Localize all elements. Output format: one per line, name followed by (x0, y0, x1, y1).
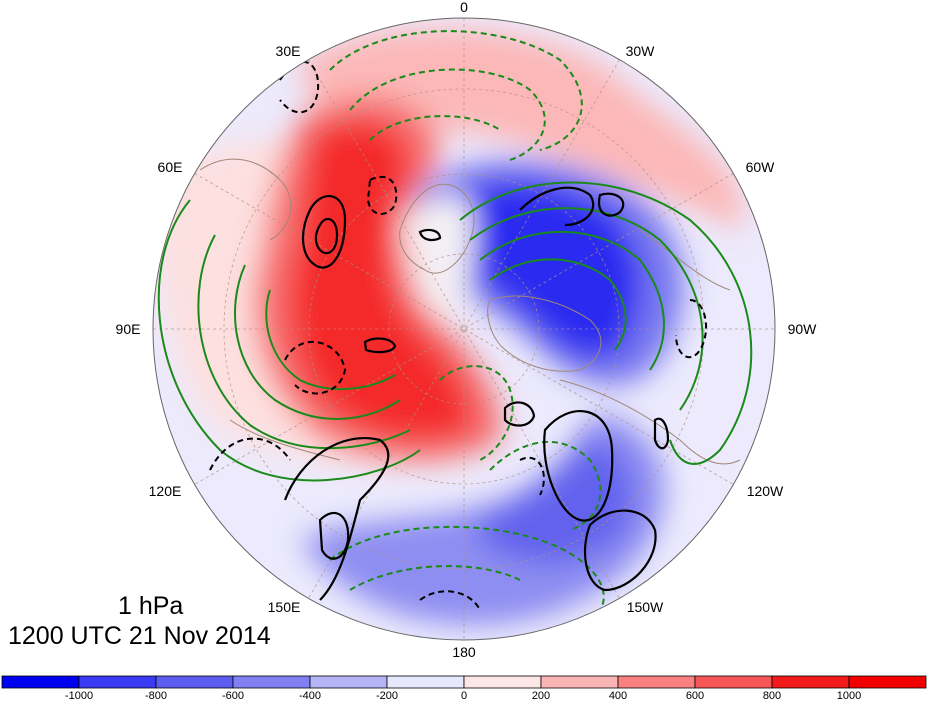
lon-label-90e: 90E (116, 321, 141, 337)
lon-label-0: 0 (460, 0, 468, 15)
colorbar-tick-label: 600 (686, 690, 704, 702)
colorbar-tick-label: 200 (532, 690, 550, 702)
map-boundary (152, 17, 776, 641)
lon-label-120w: 120W (747, 483, 784, 499)
colorbar-tick-label: 400 (609, 690, 627, 702)
lon-label-90w: 90W (788, 321, 818, 337)
colorbar-box (771, 675, 850, 689)
lon-label-150w: 150W (627, 599, 664, 615)
lon-label-30w: 30W (626, 43, 656, 59)
colorbar-tick-label: 1000 (837, 690, 861, 702)
lon-label-180: 180 (452, 644, 476, 660)
colorbar-box (848, 675, 927, 689)
colorbar-box (155, 675, 234, 689)
colorbar-box (617, 675, 696, 689)
valid-time-title: 1200 UTC 21 Nov 2014 (8, 622, 271, 650)
colorbar-tick-label: 800 (763, 690, 781, 702)
colorbar-tick-label: -1000 (65, 690, 93, 702)
colorbar-box (309, 675, 388, 689)
colorbar-tick-label: -600 (222, 690, 244, 702)
lon-label-60w: 60W (746, 159, 776, 175)
colorbar-box (694, 675, 773, 689)
lon-label-30e: 30E (276, 43, 301, 59)
shaded-field (153, 18, 775, 640)
colorbar-labels: -1000 -800 -600 -400 -200 0 200 400 600 800 1000 (65, 690, 861, 702)
colorbar-tick-label: 0 (461, 690, 467, 702)
colorbar-tick-label: -800 (145, 690, 167, 702)
polar-map: 0 30W 60W 90W 120W 150W 180 150E 120E 90… (116, 0, 818, 660)
lon-label-60e: 60E (158, 159, 183, 175)
colorbar-tick-label: -400 (299, 690, 321, 702)
colorbar-box (78, 675, 157, 689)
green-dashed-contours (329, 30, 605, 621)
longitude-labels: 0 30W 60W 90W 120W 150W 180 150E 120E 90… (116, 0, 818, 660)
lon-label-150e: 150E (268, 599, 301, 615)
lon-label-120e: 120E (149, 483, 182, 499)
colorbar-box (540, 675, 619, 689)
colorbar-box (232, 675, 311, 689)
green-solid-contours (157, 181, 753, 482)
colorbar-box (1, 675, 80, 689)
colorbar: -1000 -800 -600 -400 -200 0 200 400 600 800 1000 (1, 675, 927, 702)
colorbar-box (463, 675, 542, 689)
colorbar-boxes (1, 675, 927, 689)
pressure-level-title: 1 hPa (118, 592, 184, 620)
colorbar-tick-label: -200 (376, 690, 398, 702)
coastlines (199, 158, 741, 465)
graticule (153, 18, 775, 640)
colorbar-box (386, 675, 465, 689)
black-solid-contours (283, 186, 670, 601)
